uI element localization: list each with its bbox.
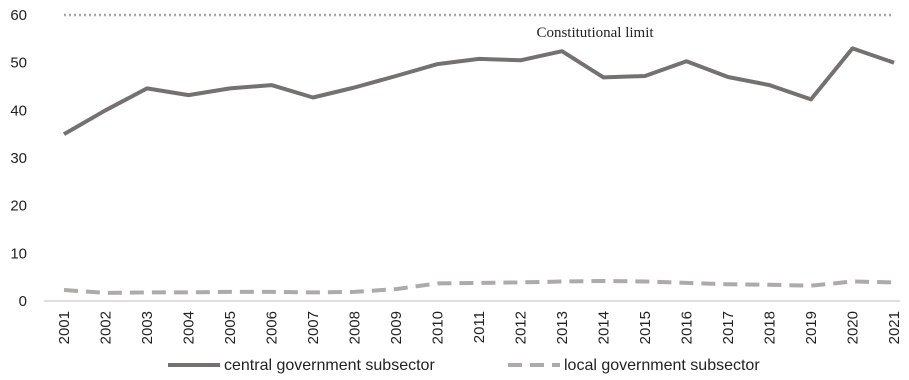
x-tick-label: 2021 xyxy=(886,311,903,344)
x-tick-label: 2002 xyxy=(98,311,115,344)
y-tick-label: 40 xyxy=(10,102,27,119)
y-axis: 0 10 20 30 40 50 60 xyxy=(10,7,27,310)
legend-label-central: central government subsector xyxy=(224,357,435,374)
x-tick-label: 2004 xyxy=(181,311,198,344)
x-tick-label: 2003 xyxy=(139,311,156,344)
x-tick-label: 2017 xyxy=(720,311,737,344)
y-tick-label: 60 xyxy=(10,7,27,24)
x-tick-label: 2007 xyxy=(305,311,322,344)
series-group xyxy=(63,46,895,295)
x-tick-label: 2013 xyxy=(554,311,571,344)
x-tick-label: 2005 xyxy=(222,311,239,344)
x-tick-label: 2019 xyxy=(803,311,820,344)
x-axis: 2001 2002 2003 2004 2005 2006 2007 2008 2009 2010… xyxy=(44,300,903,344)
x-tick-label: 2018 xyxy=(762,311,779,344)
x-tick-label: 2012 xyxy=(513,311,530,344)
reference-line-group: Constitutional limit xyxy=(64,13,894,41)
legend-label-local: local government subsector xyxy=(564,357,760,374)
x-tick-label: 2016 xyxy=(679,311,696,344)
x-tick-label: 2015 xyxy=(637,311,654,344)
x-tick-label: 2014 xyxy=(596,311,613,344)
x-tick-label: 2011 xyxy=(471,311,488,343)
y-tick-label: 30 xyxy=(10,150,27,167)
constitutional-limit-label: Constitutional limit xyxy=(536,25,654,41)
x-tick-label: 2006 xyxy=(264,311,281,344)
x-tick-label: 2009 xyxy=(388,311,405,344)
x-tick-label: 2020 xyxy=(845,311,862,344)
y-tick-label: 0 xyxy=(19,293,27,310)
central-government-series-line xyxy=(63,46,895,136)
y-tick-label: 20 xyxy=(10,198,27,215)
x-tick-label: 2001 xyxy=(56,311,73,344)
y-tick-label: 50 xyxy=(10,55,27,72)
local-government-series-line xyxy=(63,279,895,295)
legend: central government subsector local gover… xyxy=(168,357,760,374)
x-tick-label: 2008 xyxy=(347,311,364,344)
y-tick-label: 10 xyxy=(10,245,27,262)
x-tick-label: 2010 xyxy=(430,311,447,344)
